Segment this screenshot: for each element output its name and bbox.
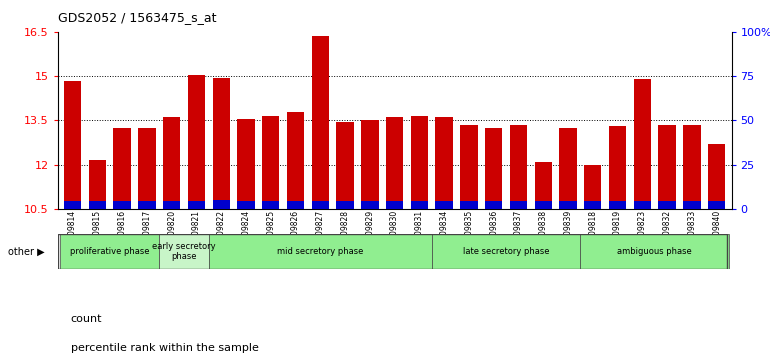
Text: percentile rank within the sample: percentile rank within the sample	[71, 343, 259, 353]
Bar	[634, 201, 651, 209]
Bar	[213, 78, 230, 209]
Bar	[287, 112, 304, 209]
Text: mid secretory phase: mid secretory phase	[277, 247, 363, 256]
Bar	[386, 201, 403, 209]
Bar	[113, 201, 131, 209]
Bar	[510, 201, 527, 209]
Bar	[609, 201, 626, 209]
Bar	[634, 79, 651, 209]
Bar	[336, 122, 353, 209]
Bar	[683, 201, 701, 209]
Bar	[609, 126, 626, 209]
Bar	[485, 128, 502, 209]
Text: late secretory phase: late secretory phase	[463, 247, 549, 256]
Bar	[237, 119, 255, 209]
Bar	[163, 201, 180, 209]
Bar	[89, 201, 106, 209]
Bar	[139, 128, 156, 209]
Bar	[559, 128, 577, 209]
Bar	[534, 162, 552, 209]
Bar	[262, 116, 280, 209]
Bar	[64, 201, 82, 209]
Bar	[436, 118, 453, 209]
Text: GDS2052 / 1563475_s_at: GDS2052 / 1563475_s_at	[58, 11, 216, 24]
Text: count: count	[71, 314, 102, 325]
Bar	[163, 118, 180, 209]
Bar	[60, 234, 159, 269]
Bar	[410, 116, 428, 209]
Bar	[510, 125, 527, 209]
Bar	[460, 201, 477, 209]
Bar	[188, 75, 205, 209]
Bar	[237, 201, 255, 209]
Text: proliferative phase: proliferative phase	[70, 247, 149, 256]
Bar	[113, 128, 131, 209]
Bar	[708, 201, 725, 209]
Bar	[460, 125, 477, 209]
Text: ambiguous phase: ambiguous phase	[618, 247, 692, 256]
Bar	[410, 201, 428, 209]
Bar	[683, 125, 701, 209]
Bar	[361, 201, 379, 209]
Bar	[188, 201, 205, 209]
Bar	[559, 201, 577, 209]
Bar	[584, 201, 601, 209]
Bar	[386, 118, 403, 209]
Bar	[436, 201, 453, 209]
Bar	[658, 125, 676, 209]
Bar	[159, 234, 209, 269]
Bar	[64, 81, 82, 209]
Bar	[361, 120, 379, 209]
Bar	[312, 201, 329, 209]
Bar	[209, 234, 432, 269]
Bar	[584, 165, 601, 209]
Text: early secretory
phase: early secretory phase	[152, 242, 216, 261]
Bar	[534, 201, 552, 209]
Bar	[213, 200, 230, 209]
Bar	[581, 234, 729, 269]
Bar	[139, 201, 156, 209]
Bar	[262, 201, 280, 209]
Bar	[312, 36, 329, 209]
Bar	[89, 160, 106, 209]
Text: other ▶: other ▶	[8, 246, 45, 256]
Bar	[336, 201, 353, 209]
Bar	[287, 201, 304, 209]
Bar	[485, 201, 502, 209]
Bar	[432, 234, 581, 269]
Bar	[708, 144, 725, 209]
Bar	[658, 201, 676, 209]
